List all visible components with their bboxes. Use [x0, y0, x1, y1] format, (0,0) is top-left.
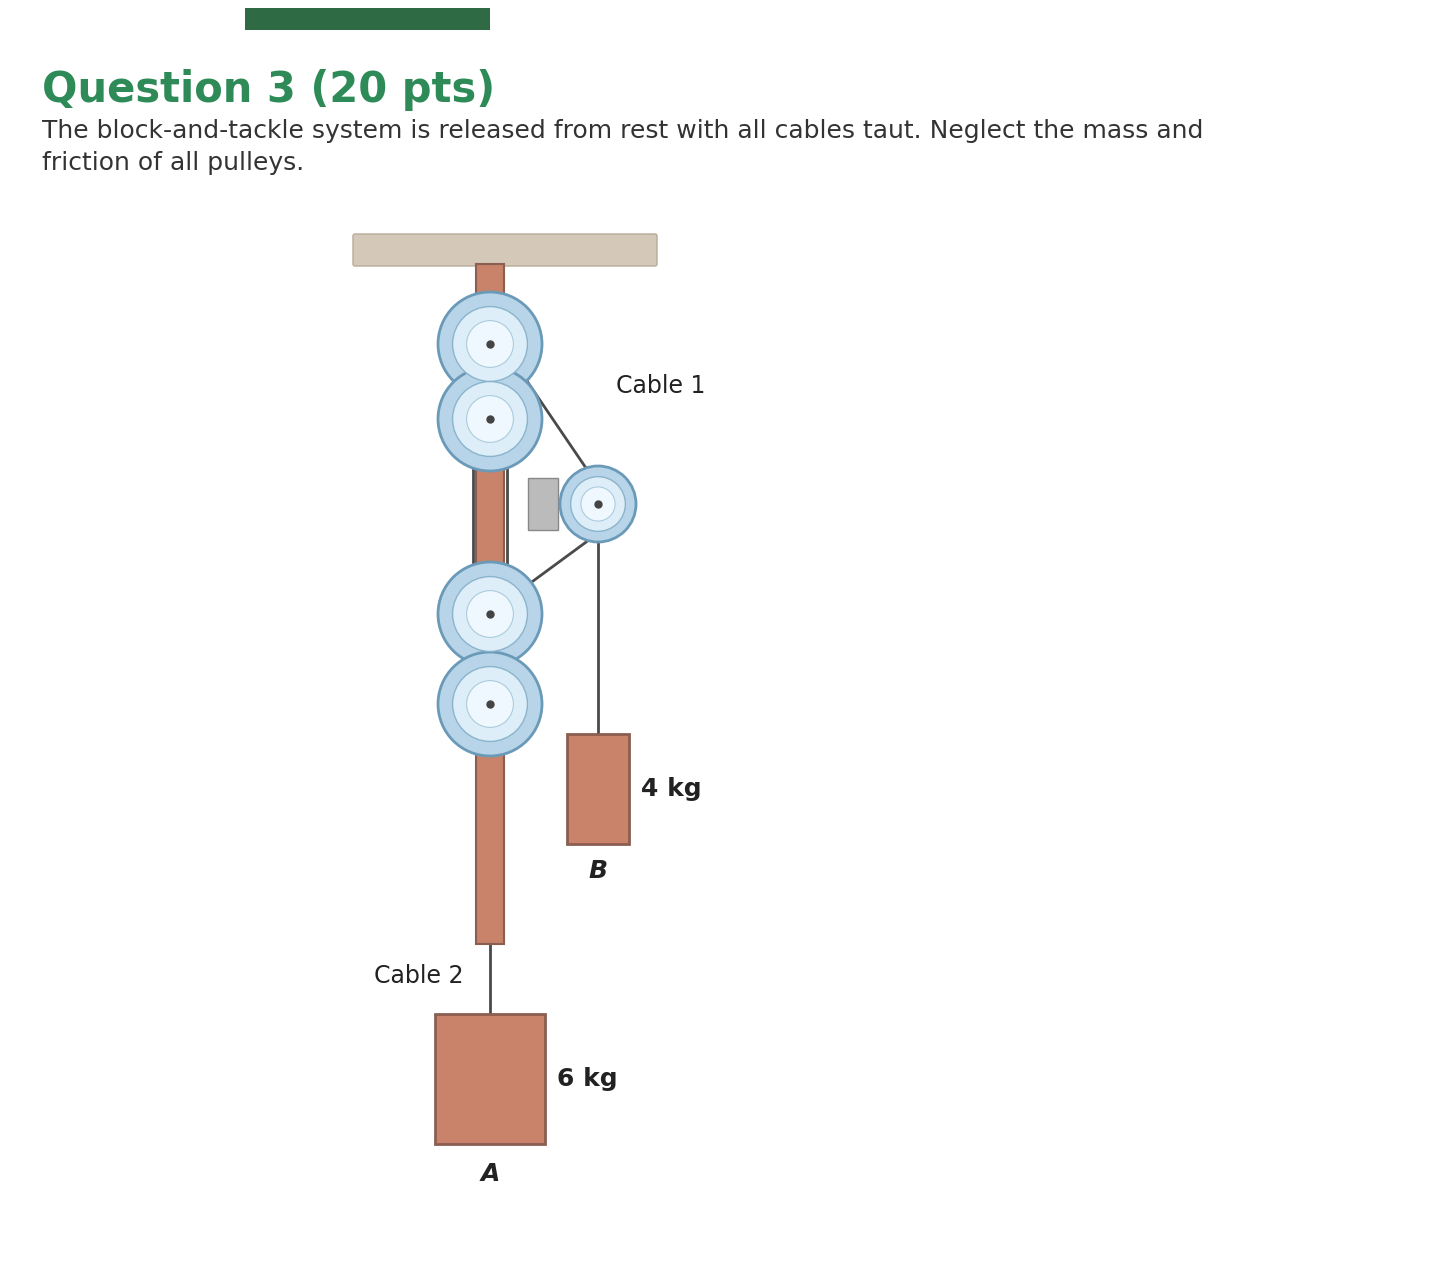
Text: friction of all pulleys.: friction of all pulleys.	[42, 150, 304, 174]
Text: The block-and-tackle system is released from rest with all cables taut. Neglect : The block-and-tackle system is released …	[42, 119, 1204, 143]
Bar	[567, 734, 629, 844]
Bar	[528, 478, 558, 530]
Text: Cable 1: Cable 1	[616, 374, 705, 398]
Circle shape	[453, 576, 528, 651]
Text: 4 kg: 4 kg	[642, 777, 702, 801]
Circle shape	[438, 562, 542, 666]
Circle shape	[453, 307, 528, 382]
Bar	[476, 264, 505, 944]
Circle shape	[467, 396, 513, 442]
Circle shape	[467, 321, 513, 368]
Text: Question 3 (20 pts): Question 3 (20 pts)	[42, 70, 495, 111]
Circle shape	[453, 666, 528, 742]
Text: A: A	[480, 1162, 500, 1186]
Circle shape	[571, 477, 626, 531]
Bar	[435, 1014, 545, 1144]
Text: 6 kg: 6 kg	[557, 1067, 617, 1091]
Circle shape	[467, 680, 513, 727]
FancyBboxPatch shape	[353, 234, 658, 265]
Text: Figure 3: Figure 3	[440, 1116, 541, 1140]
Circle shape	[438, 292, 542, 396]
Circle shape	[438, 367, 542, 471]
Bar	[245, 8, 490, 30]
Circle shape	[438, 652, 542, 756]
Circle shape	[559, 466, 636, 542]
Text: B: B	[588, 860, 607, 884]
Circle shape	[453, 382, 528, 456]
Circle shape	[581, 487, 616, 521]
Circle shape	[467, 590, 513, 637]
Text: Cable 2: Cable 2	[375, 964, 464, 988]
